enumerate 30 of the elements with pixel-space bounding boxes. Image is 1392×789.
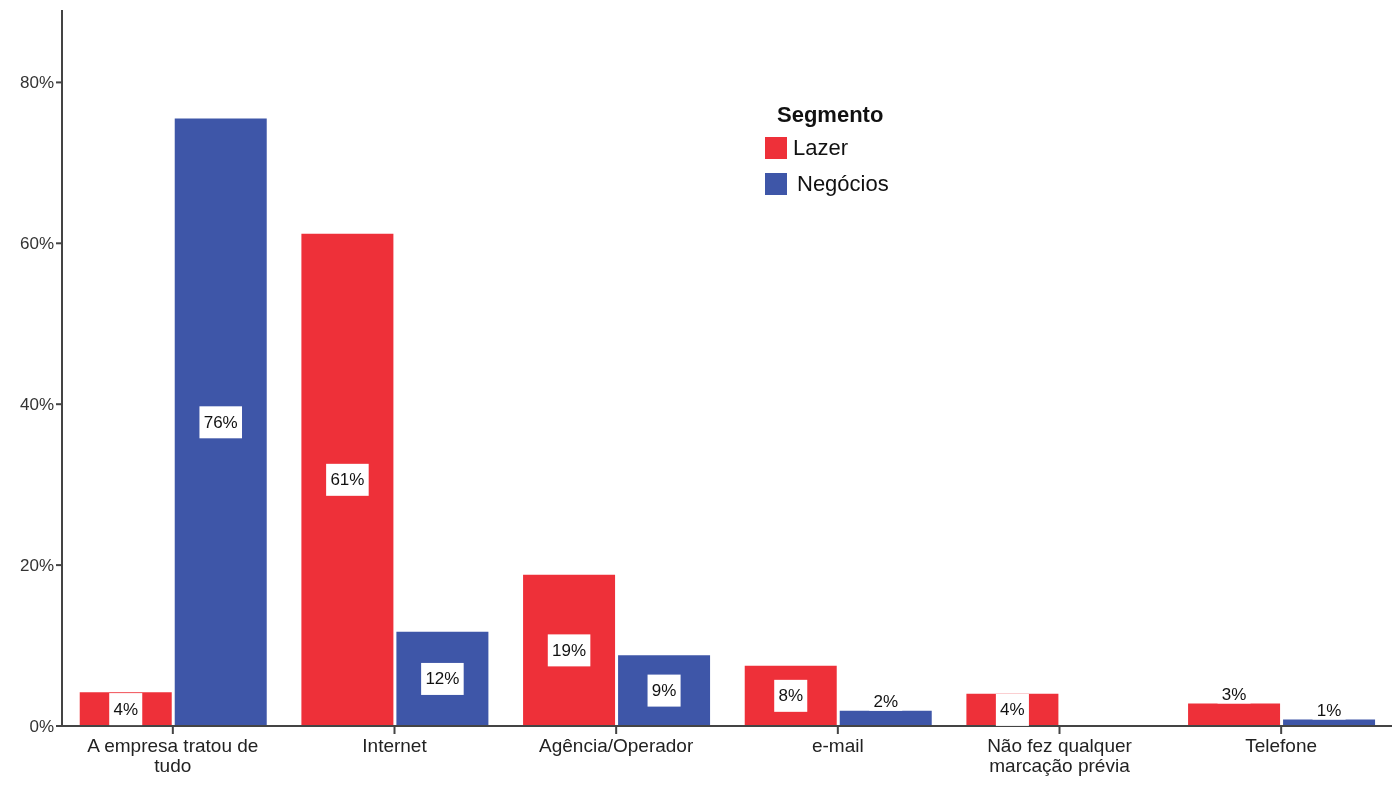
x-tick-label: A empresa tratou de tudo bbox=[87, 735, 259, 776]
bar bbox=[174, 118, 267, 726]
legend-label: Lazer bbox=[793, 135, 849, 161]
x-tick-label: Internet bbox=[362, 735, 428, 756]
data-label: 12% bbox=[425, 669, 460, 689]
bar bbox=[523, 574, 616, 726]
y-tick-label: 80% bbox=[19, 73, 54, 93]
data-label: 19% bbox=[552, 640, 587, 660]
y-tick-label: 20% bbox=[19, 556, 54, 576]
x-tick-label: e-mail bbox=[811, 735, 864, 756]
bar bbox=[301, 233, 394, 726]
x-tick-label: Agência/Operador bbox=[539, 735, 694, 756]
data-label: 9% bbox=[651, 681, 677, 701]
bar bbox=[839, 710, 932, 726]
data-label: 61% bbox=[330, 470, 365, 490]
data-label: 76% bbox=[203, 412, 238, 432]
y-tick-label: 60% bbox=[19, 234, 54, 254]
data-label: 3% bbox=[1221, 684, 1247, 704]
x-tick-label: Não fez qualquer marcação prévia bbox=[987, 735, 1133, 776]
bar bbox=[1188, 703, 1281, 726]
data-label: 4% bbox=[1000, 700, 1025, 720]
data-label: 1% bbox=[1316, 700, 1342, 720]
data-label: 2% bbox=[873, 692, 899, 712]
data-label: 4% bbox=[113, 699, 139, 719]
legend-title: Segmento bbox=[777, 101, 885, 129]
y-tick-label: 40% bbox=[19, 395, 54, 415]
data-label: 8% bbox=[778, 686, 804, 706]
legend-label: Negócios bbox=[797, 171, 889, 197]
x-tick-label: Telefone bbox=[1245, 735, 1318, 756]
y-tick-label: 0% bbox=[29, 717, 54, 737]
